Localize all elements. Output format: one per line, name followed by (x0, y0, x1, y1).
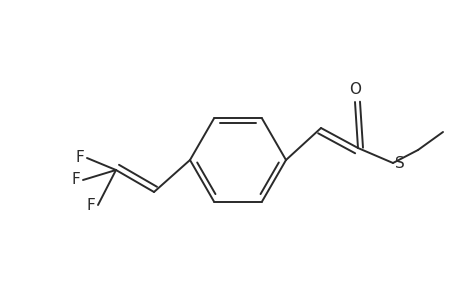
Text: O: O (348, 82, 360, 97)
Text: F: F (71, 172, 80, 188)
Text: S: S (394, 155, 404, 170)
Text: F: F (86, 197, 95, 212)
Text: F: F (75, 151, 84, 166)
